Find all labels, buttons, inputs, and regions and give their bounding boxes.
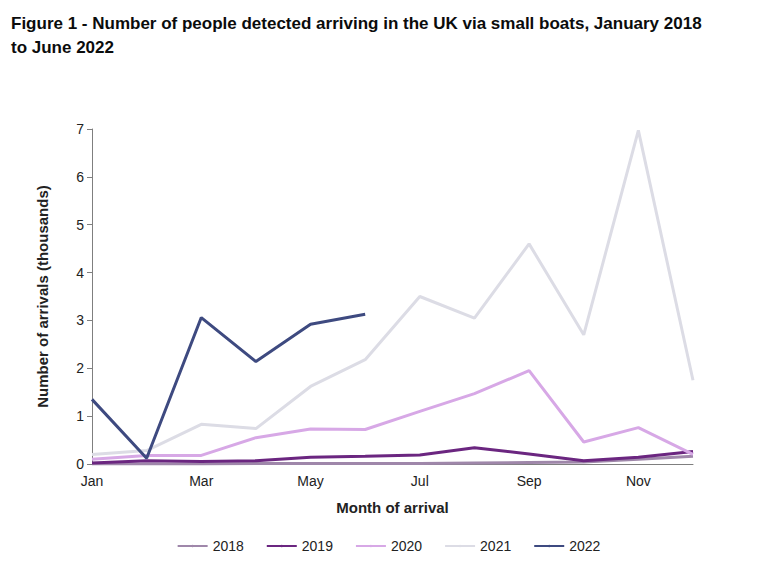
svg-text:Month of arrival: Month of arrival <box>336 499 449 516</box>
svg-text:Figure 1 - Number of people de: Figure 1 - Number of people detected arr… <box>11 14 702 33</box>
svg-text:5: 5 <box>76 217 84 233</box>
svg-text:Jan: Jan <box>81 473 104 489</box>
svg-text:Number of arrivals (thousands): Number of arrivals (thousands) <box>34 185 51 408</box>
svg-text:Mar: Mar <box>189 473 213 489</box>
svg-text:2021: 2021 <box>480 538 511 554</box>
svg-text:2020: 2020 <box>391 538 422 554</box>
svg-text:2022: 2022 <box>569 538 600 554</box>
svg-text:3: 3 <box>76 312 84 328</box>
svg-text:2018: 2018 <box>213 538 244 554</box>
svg-text:4: 4 <box>76 265 84 281</box>
svg-text:Sep: Sep <box>517 473 542 489</box>
svg-text:1: 1 <box>76 408 84 424</box>
svg-text:6: 6 <box>76 169 84 185</box>
svg-text:to June 2022: to June 2022 <box>11 38 114 57</box>
svg-text:2: 2 <box>76 360 84 376</box>
svg-text:Jul: Jul <box>411 473 429 489</box>
svg-text:0: 0 <box>76 456 84 472</box>
svg-text:Nov: Nov <box>626 473 651 489</box>
svg-text:7: 7 <box>76 121 84 137</box>
svg-text:May: May <box>297 473 323 489</box>
svg-text:2019: 2019 <box>302 538 333 554</box>
